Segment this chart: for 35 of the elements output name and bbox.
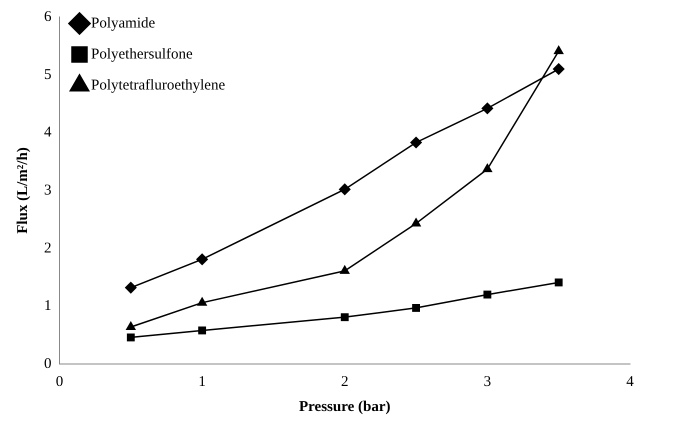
y-tick-label: 1 xyxy=(44,298,52,314)
x-tick-label: 1 xyxy=(198,374,206,390)
point xyxy=(552,63,564,75)
point xyxy=(340,266,350,274)
point xyxy=(411,218,421,226)
point xyxy=(198,326,206,334)
y-axis-title: Flux (L/m²/h) xyxy=(14,147,31,234)
x-tick-label: 0 xyxy=(56,374,64,390)
point xyxy=(482,102,494,114)
point xyxy=(340,313,349,322)
point xyxy=(339,184,350,196)
point xyxy=(126,333,135,342)
y-tick-label: 3 xyxy=(44,182,52,198)
y-tick-label: 6 xyxy=(44,8,52,25)
point xyxy=(482,164,492,172)
point xyxy=(554,278,563,286)
point xyxy=(554,46,564,54)
point xyxy=(126,322,136,330)
x-tick-label: 4 xyxy=(626,374,634,390)
y-tick-label: 0 xyxy=(44,356,52,372)
y-tick-label: 5 xyxy=(44,66,52,83)
point xyxy=(410,136,422,148)
legend-label: Polyamide xyxy=(91,15,156,32)
x-tick-label: 3 xyxy=(484,374,492,390)
point xyxy=(125,282,137,294)
y-tick-label: 2 xyxy=(44,240,52,256)
point xyxy=(412,304,420,312)
legend-label: Polyethersulfone xyxy=(91,46,193,62)
legend-label: Polytetrafluroethylene xyxy=(91,77,226,94)
point xyxy=(483,290,492,299)
x-axis-title: Pressure (bar) xyxy=(298,398,391,415)
point xyxy=(197,297,207,306)
y-tick-label: 4 xyxy=(44,124,52,141)
point xyxy=(196,254,208,266)
x-tick-label: 2 xyxy=(341,374,348,390)
